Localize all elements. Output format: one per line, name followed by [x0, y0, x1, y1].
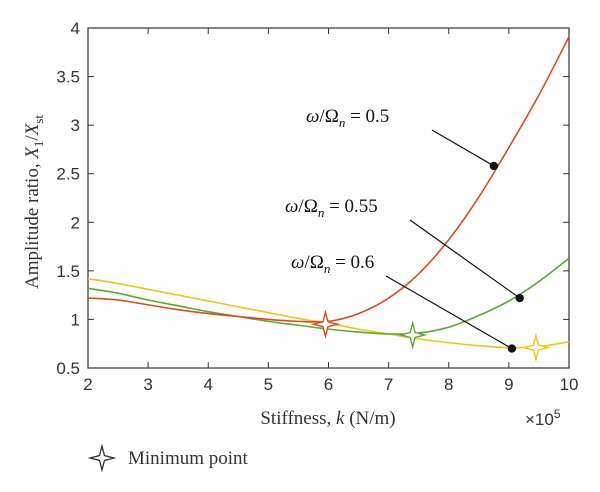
annotation-dot	[515, 293, 524, 303]
annotation-leader-line	[385, 275, 513, 350]
y-tick-label: 1.5	[56, 262, 80, 281]
x-tick-label: 5	[264, 375, 273, 394]
y-tick-label: 2	[71, 213, 80, 232]
minimum-point-marker	[397, 320, 428, 350]
annotation-leader-line	[431, 129, 495, 167]
x-tick-label: 7	[384, 375, 393, 394]
series-layer	[87, 36, 570, 363]
x-tick-label: 10	[560, 375, 579, 394]
y-tick-label: 1	[71, 310, 80, 329]
x-axis-multiplier: ×105	[525, 407, 561, 429]
y-tick-label: 2.5	[56, 165, 80, 184]
annotation-label: ω/Ωn = 0.5	[306, 106, 389, 130]
y-tick-label: 3	[71, 116, 80, 135]
series-line-0.5	[87, 36, 570, 323]
x-tick-label: 6	[324, 375, 333, 394]
series-line-0.6	[87, 277, 570, 349]
legend-label: Minimum point	[128, 448, 249, 469]
legend: Minimum point	[87, 443, 249, 473]
annotation-dot	[507, 344, 517, 353]
annotation-label: ω/Ωn = 0.6	[291, 252, 374, 276]
annotation-layer: ω/Ωn = 0.5 ω/Ωn = 0.55 ω/Ωn = 0.6	[285, 106, 524, 353]
series-line-0.55	[87, 257, 570, 335]
y-tick-label: 4	[71, 19, 80, 38]
x-axis-label: Stiffness, k (N/m)	[260, 408, 395, 429]
x-tick-label: 3	[143, 375, 152, 394]
minimum-point-marker	[521, 332, 551, 363]
y-tick-label: 3.5	[56, 68, 80, 87]
annotation-leader-line	[409, 219, 521, 299]
x-tick-label: 2	[83, 375, 92, 394]
y-tick-label: 0.5	[56, 359, 80, 378]
x-tick-label: 8	[444, 375, 453, 394]
minimum-point-marker	[310, 309, 341, 340]
x-tick-label: 4	[204, 375, 213, 394]
annotation-dot	[489, 161, 499, 171]
x-axis-ticks: 2 3 4 5 6 7 8 9 10	[83, 28, 578, 394]
annotation-label: ω/Ωn = 0.55	[285, 196, 378, 220]
legend-star-marker	[87, 443, 117, 473]
y-axis-label: Amplitude ratio, X1/Xst	[22, 115, 46, 289]
y-axis-ticks: 0.5 1 1.5 2 2.5 3 3.5 4	[56, 19, 569, 378]
x-tick-label: 9	[504, 375, 513, 394]
